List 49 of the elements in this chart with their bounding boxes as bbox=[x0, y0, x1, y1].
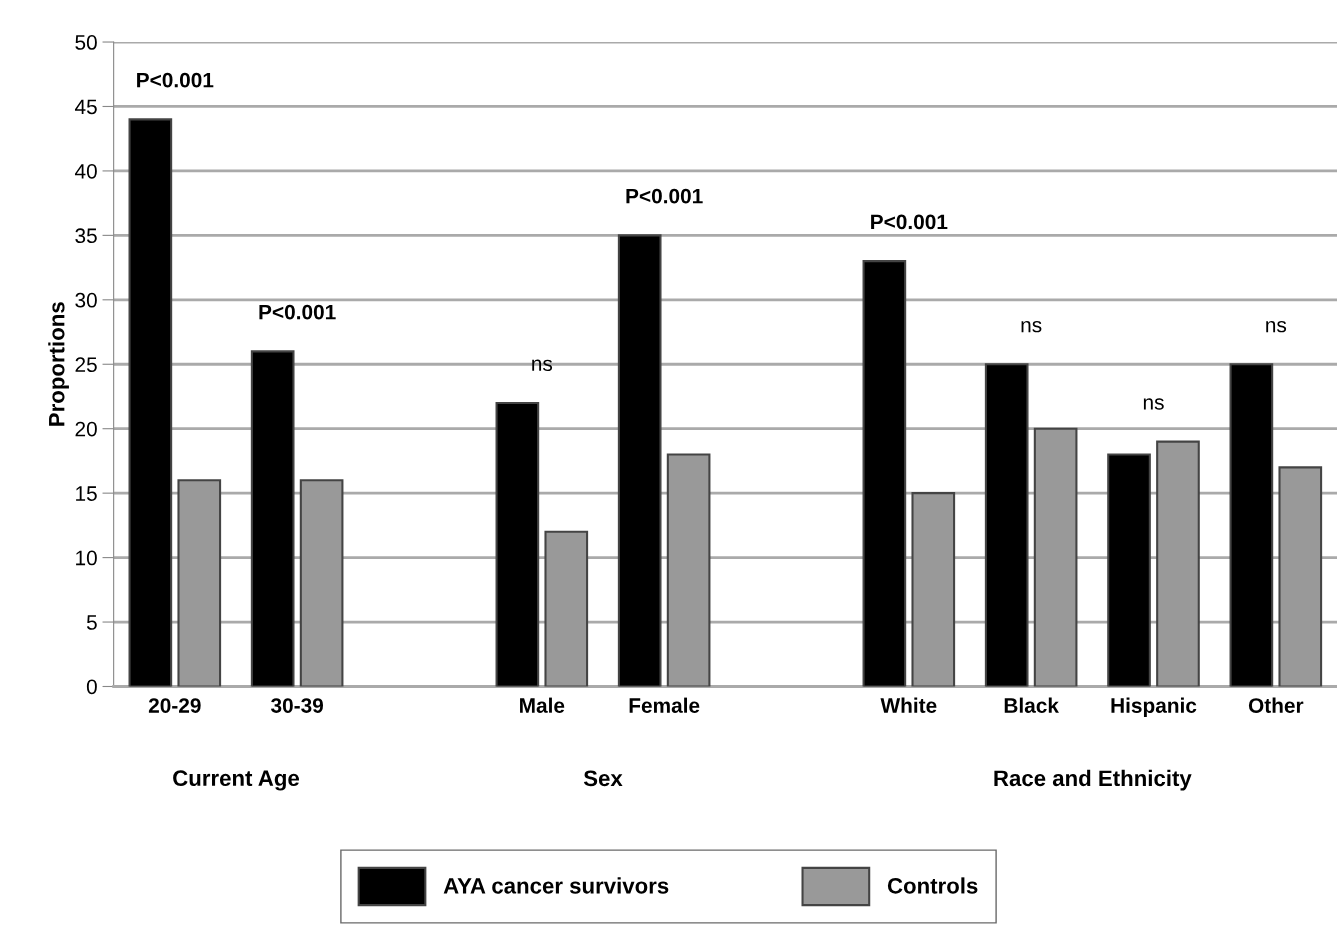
y-tick-label: 20 bbox=[75, 421, 97, 437]
y-tick-label: 0 bbox=[86, 679, 97, 695]
bar bbox=[911, 492, 956, 687]
x-tick-label: Black bbox=[1004, 697, 1059, 713]
bar bbox=[544, 530, 589, 687]
x-tick-label: 30-39 bbox=[270, 698, 324, 713]
y-tick-label: 50 bbox=[75, 35, 97, 50]
bar bbox=[666, 453, 711, 687]
bar bbox=[250, 350, 295, 687]
y-tick-label: 45 bbox=[74, 99, 97, 115]
bar bbox=[177, 479, 222, 687]
bar bbox=[495, 401, 540, 687]
bar bbox=[1033, 427, 1078, 687]
x-tick-label: Male bbox=[520, 697, 565, 713]
x-tick-label: Hispanic bbox=[1111, 697, 1197, 718]
text: Sex bbox=[583, 770, 623, 787]
x-tick-label: Female bbox=[629, 697, 700, 713]
annotation: ns bbox=[1021, 320, 1042, 333]
annotation: ns bbox=[532, 359, 553, 372]
x-tick-label: 20-29 bbox=[148, 698, 201, 713]
bar bbox=[1156, 440, 1200, 687]
bar bbox=[128, 118, 173, 687]
x-tick-label: Other bbox=[1248, 697, 1304, 713]
x-tick-label: White bbox=[880, 697, 937, 713]
annotation: P<0.001 bbox=[137, 72, 214, 88]
text: Race and Ethnicity bbox=[994, 769, 1192, 791]
annotation: ns bbox=[1266, 320, 1287, 333]
annotation: ns bbox=[1143, 398, 1164, 410]
bar bbox=[1107, 453, 1151, 687]
bar bbox=[862, 260, 907, 687]
y-axis-title: Proportions bbox=[48, 302, 69, 426]
legend-label: Controls bbox=[887, 877, 978, 894]
y-tick-label: 30 bbox=[75, 292, 97, 308]
legend-label: AYA cancer survivors bbox=[443, 877, 669, 894]
y-tick-label: 5 bbox=[86, 615, 97, 630]
y-tick-label: 15 bbox=[76, 486, 97, 501]
bar bbox=[1278, 466, 1323, 687]
bar bbox=[1229, 363, 1274, 687]
text: Current Age bbox=[173, 770, 300, 791]
bar bbox=[299, 479, 344, 687]
bar bbox=[984, 363, 1029, 687]
annotation: P<0.001 bbox=[626, 188, 703, 204]
y-tick-label: 25 bbox=[75, 357, 97, 373]
bar bbox=[617, 234, 662, 687]
annotation: P<0.001 bbox=[871, 214, 948, 230]
y-tick-label: 40 bbox=[74, 163, 97, 179]
annotation: P<0.001 bbox=[259, 304, 336, 320]
y-tick-label: 10 bbox=[76, 550, 97, 566]
y-tick-label: 35 bbox=[75, 228, 97, 244]
